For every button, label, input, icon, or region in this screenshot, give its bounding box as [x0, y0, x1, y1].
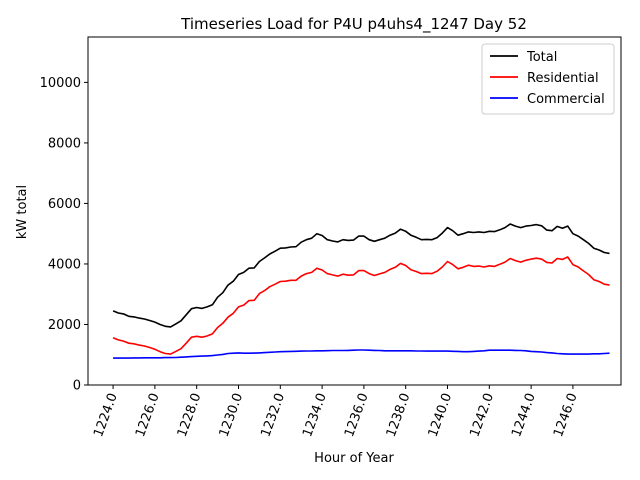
chart-title: Timeseries Load for P4U p4uhs4_1247 Day …: [180, 15, 527, 34]
plot-area: [112, 223, 610, 359]
series-line-total: [112, 223, 610, 328]
y-axis-label: kW total: [15, 185, 30, 239]
legend: Total Residential Commercial: [481, 43, 615, 115]
series-line-commercial: [113, 349, 610, 359]
axes-frame: [87, 36, 622, 386]
y-tick-label: 8000: [48, 136, 81, 151]
legend-label-total: Total: [526, 50, 557, 65]
y-tick-label: 2000: [48, 318, 81, 333]
legend-box: [481, 43, 615, 115]
y-tick-label: 4000: [48, 257, 81, 272]
y-tick-label: 6000: [48, 197, 81, 212]
legend-label-residential: Residential: [527, 71, 599, 86]
series-line-residential: [112, 256, 610, 355]
legend-label-commercial: Commercial: [527, 92, 605, 107]
y-tick-label: 10000: [40, 76, 81, 91]
y-tick-label: 0: [73, 379, 81, 394]
x-axis-label: Hour of Year: [314, 451, 394, 466]
